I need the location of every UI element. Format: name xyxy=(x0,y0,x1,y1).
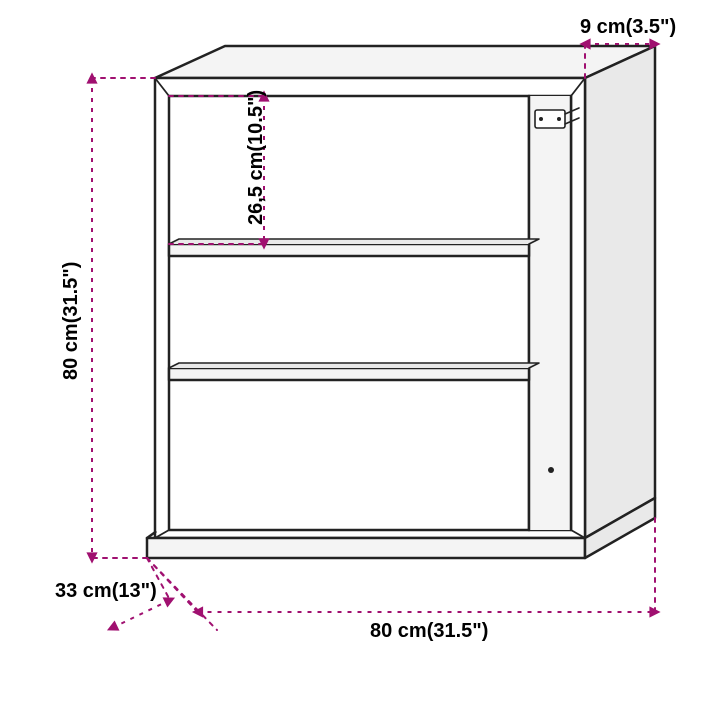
dim-height-label: 80 cm(31.5") xyxy=(60,262,83,380)
dim-depth-label: 33 cm(13") xyxy=(55,580,157,603)
dim-width-label: 80 cm(31.5") xyxy=(370,620,488,643)
dim-top-depth-label: 9 cm(3.5") xyxy=(580,16,676,39)
dim-shelf-label: 26,5 cm(10.5") xyxy=(245,90,268,225)
diagram-stage xyxy=(0,0,720,720)
